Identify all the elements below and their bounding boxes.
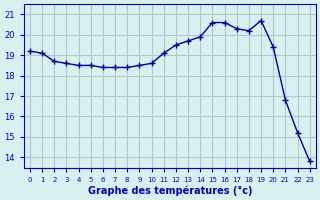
X-axis label: Graphe des températures (°c): Graphe des températures (°c) bbox=[88, 185, 252, 196]
